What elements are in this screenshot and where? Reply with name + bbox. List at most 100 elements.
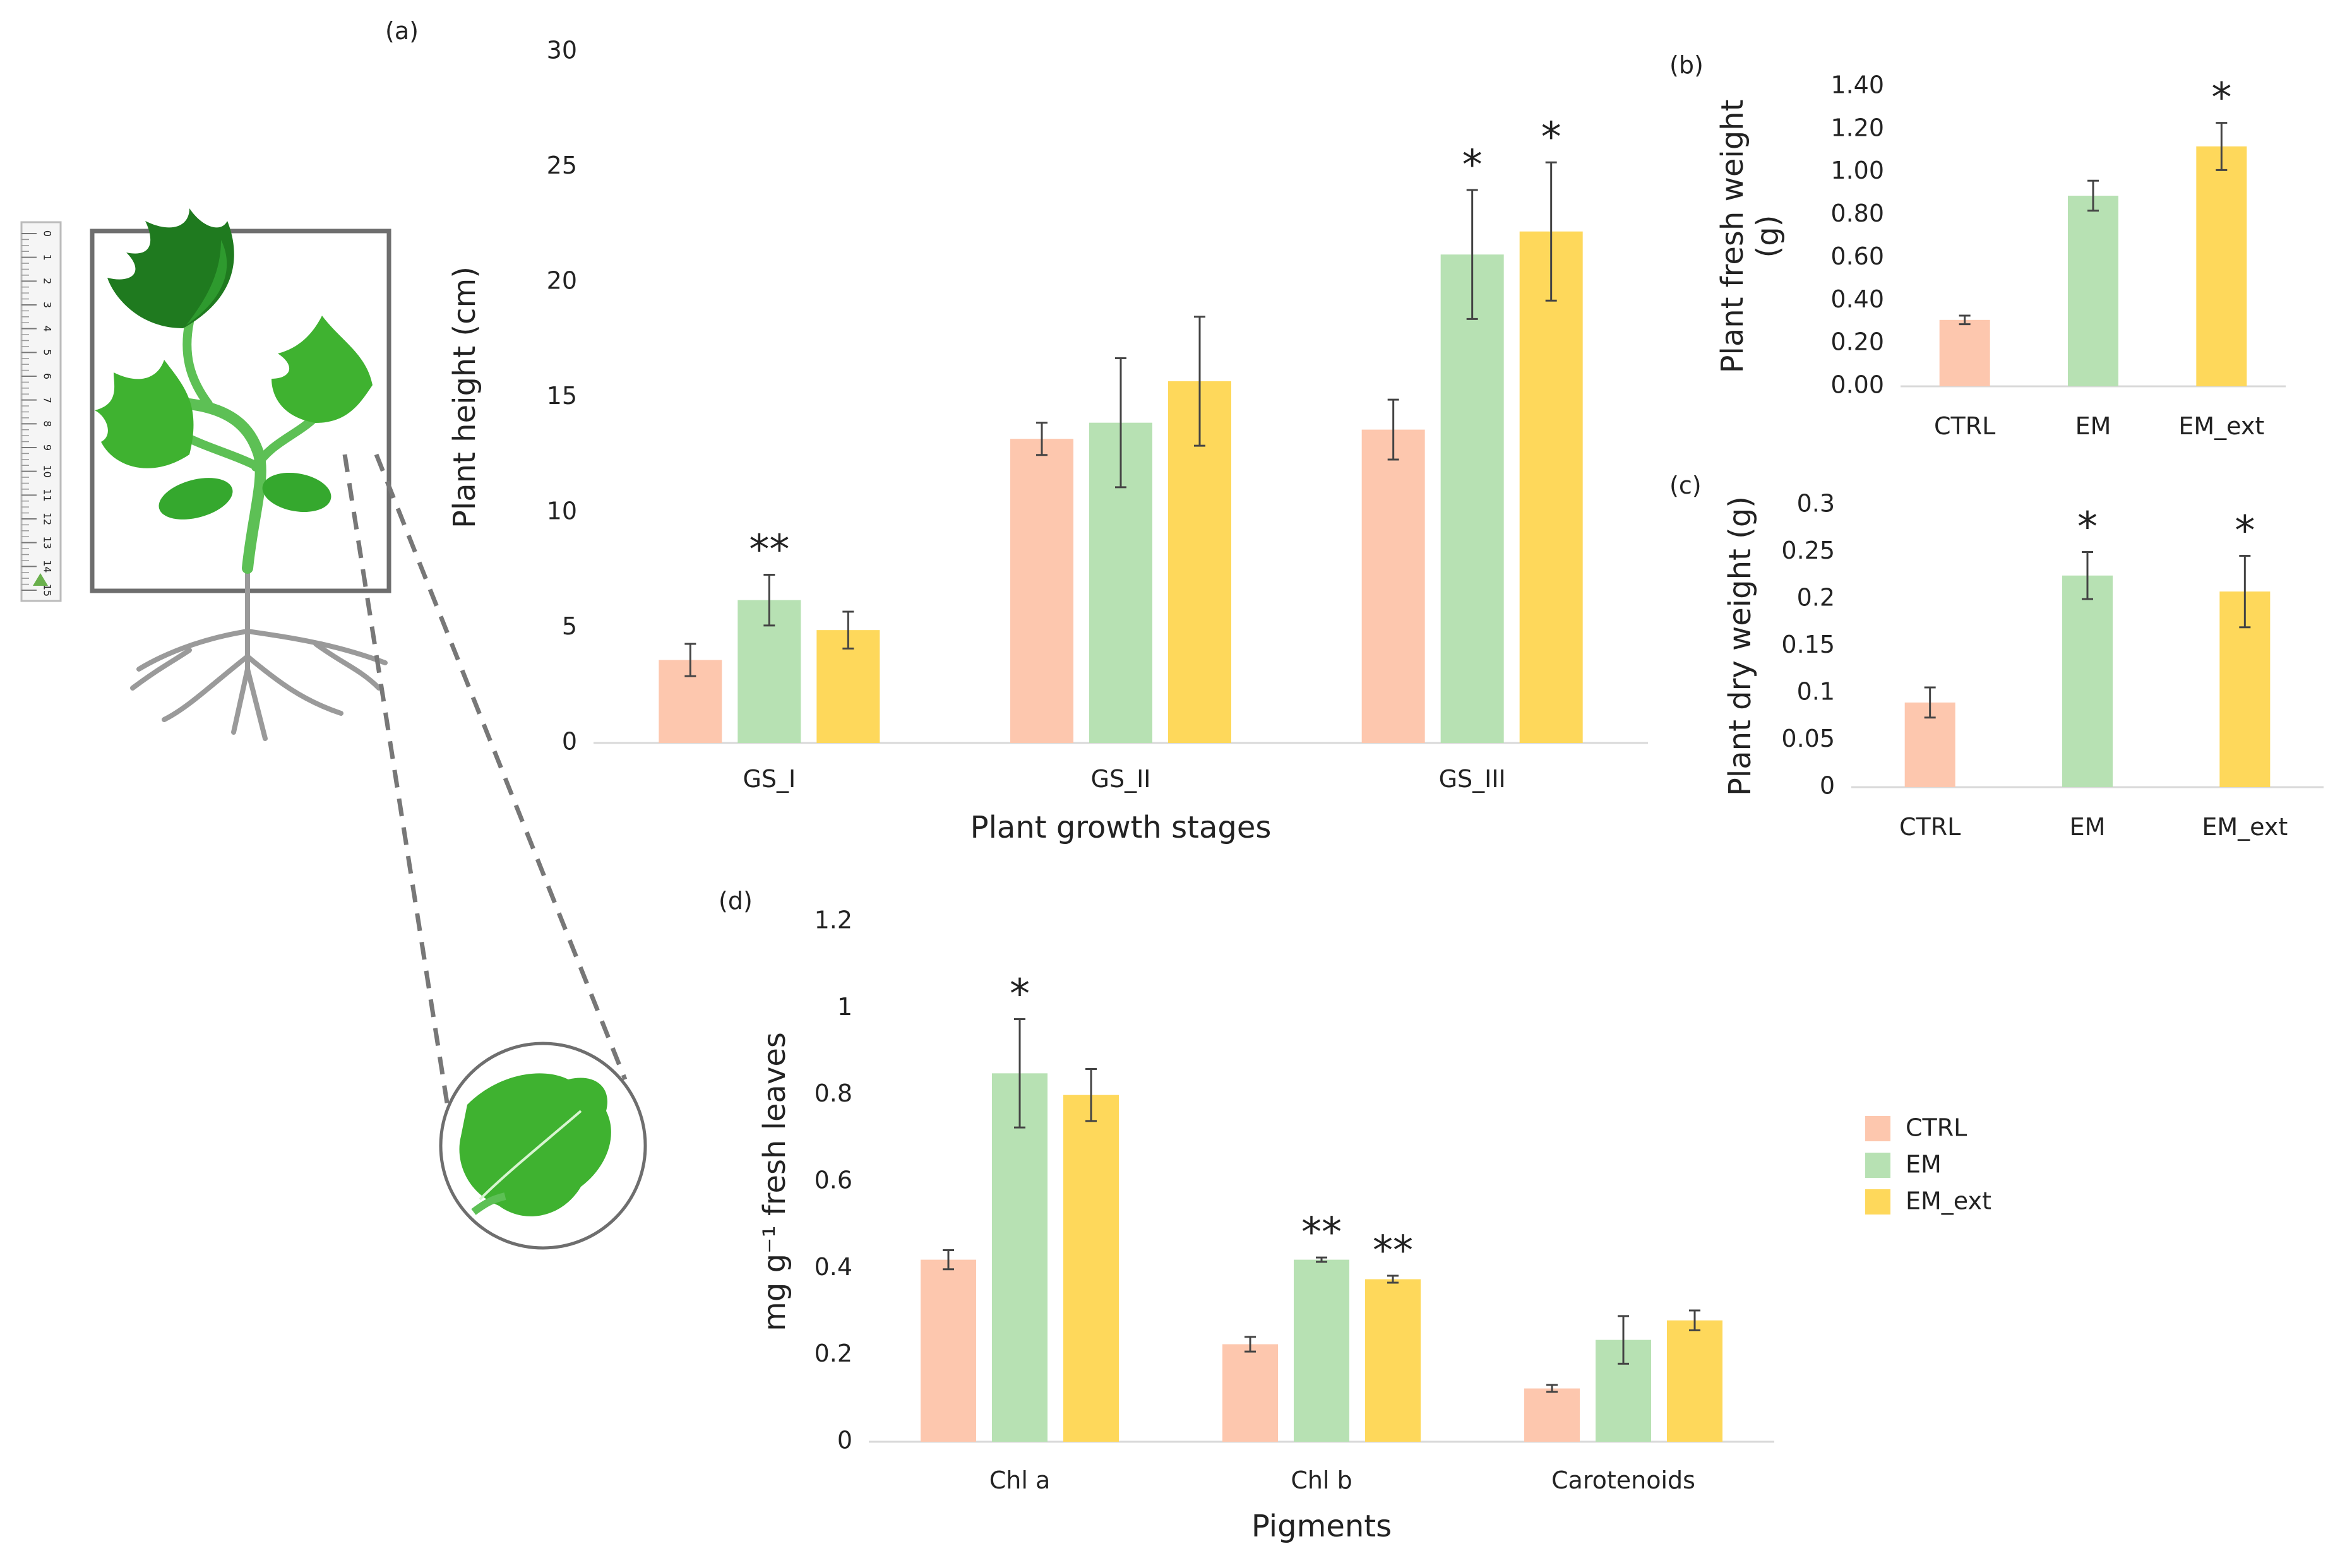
y-tick-label: 0.6: [815, 1167, 852, 1194]
y-tick-label: 1.20: [1830, 114, 1884, 141]
legend-swatch: [1865, 1153, 1890, 1178]
error-bar: [2239, 554, 2251, 629]
error-bar: [842, 610, 854, 650]
ruler-tick-label: 3: [42, 302, 54, 308]
bar: [1365, 1279, 1421, 1442]
ruler-tick-label: 15: [42, 584, 54, 597]
y-tick-label: 15: [547, 382, 577, 410]
y-axis-title: mg g⁻¹ fresh leaves: [757, 1032, 792, 1331]
ruler-tick-label: 0: [42, 230, 54, 237]
y-tick-label: 0.3: [1797, 490, 1835, 518]
y-tick-label: 0.80: [1830, 199, 1884, 227]
error-bar: [1545, 161, 1557, 302]
y-tick-label: 1.2: [815, 906, 852, 934]
bar: [1222, 1344, 1278, 1442]
legend-item: EM_ext: [1865, 1187, 1991, 1215]
bar: [1010, 439, 1073, 743]
error-bar: [2087, 179, 2099, 212]
y-tick-label: 30: [547, 37, 577, 64]
legend-label: EM_ext: [1906, 1187, 1991, 1215]
significance-marker: *: [2077, 504, 2098, 551]
y-tick-label: 10: [547, 497, 577, 525]
y-tick-label: 0.1: [1797, 678, 1835, 706]
error-bar: [763, 574, 775, 627]
y-tick-label: 20: [547, 267, 577, 295]
y-axis-title: Plant dry weight (g): [1722, 496, 1758, 796]
bar: [1361, 429, 1425, 743]
y-tick-label: 0.05: [1781, 725, 1835, 752]
significance-marker: *: [1462, 142, 1483, 189]
bar: [1667, 1320, 1722, 1442]
legend-item: EM: [1865, 1151, 1942, 1179]
y-tick-label: 0.15: [1781, 631, 1835, 658]
panel-label: (b): [1669, 51, 1704, 79]
error-bar: [1115, 357, 1126, 489]
bar: [992, 1073, 1048, 1442]
legend-swatch: [1865, 1116, 1890, 1141]
y-tick-label: 0: [1820, 772, 1835, 800]
error-bar: [943, 1249, 954, 1271]
y-tick-label: 0.4: [815, 1253, 852, 1281]
x-axis-title: Pigments: [1251, 1509, 1392, 1544]
bar: [2068, 196, 2118, 386]
error-bar: [1387, 398, 1399, 461]
error-bar: [1689, 1309, 1700, 1332]
significance-marker: *: [2235, 508, 2255, 554]
error-bar: [1924, 686, 1936, 719]
error-bar: [1546, 1384, 1558, 1393]
y-tick-label: 0.40: [1830, 285, 1884, 313]
y-tick-label: 1.00: [1830, 157, 1884, 184]
error-bar: [1085, 1067, 1097, 1122]
ruler-tick-label: 11: [42, 489, 54, 501]
bar: [921, 1259, 976, 1442]
legend-swatch: [1865, 1189, 1890, 1215]
ruler-tick-label: 8: [42, 420, 54, 427]
bar: [1939, 319, 1990, 386]
y-tick-label: 0: [562, 728, 577, 756]
x-tick-label: Carotenoids: [1551, 1466, 1695, 1494]
x-tick-label: GS_I: [743, 765, 796, 793]
error-bar: [1245, 1336, 1256, 1353]
y-axis-title: Plant fresh weight: [1715, 100, 1750, 374]
ruler-tick-label: 10: [42, 465, 54, 477]
error-bar: [1194, 316, 1205, 447]
y-tick-label: 1: [837, 993, 852, 1021]
error-bar: [2216, 122, 2228, 171]
ruler-tick-label: 7: [42, 397, 54, 403]
ruler-tick-label: 2: [42, 278, 54, 284]
y-tick-label: 0: [837, 1427, 852, 1454]
error-bar: [1014, 1018, 1025, 1129]
panel-d: (d) 0 0.2 0.4 0.6 0.8 1 1.2 Chl a Chl b Carotenoid…: [719, 887, 1774, 1544]
y-tick-label: 0.2: [815, 1339, 852, 1367]
significance-marker: *: [1010, 971, 1030, 1018]
significance-marker: **: [1373, 1228, 1413, 1274]
y-tick-label: 0.8: [815, 1079, 852, 1107]
plant-icon: [95, 208, 388, 741]
significance-marker: *: [2211, 75, 2231, 122]
error-bar: [2082, 551, 2093, 600]
ruler-tick-label: 4: [42, 326, 54, 332]
y-axis-title: (g): [1750, 215, 1786, 258]
error-bar: [1036, 422, 1048, 456]
x-tick-label: EM_ext: [2202, 813, 2288, 841]
significance-marker: **: [749, 527, 789, 574]
y-tick-label: 0.00: [1830, 371, 1884, 399]
bar: [2196, 146, 2247, 386]
bar: [1524, 1388, 1580, 1442]
bar: [1294, 1259, 1349, 1442]
panel-label: (c): [1669, 472, 1702, 499]
x-tick-label: EM_ext: [2178, 412, 2264, 440]
zoom-line-left: [342, 454, 451, 1112]
panel-b: (b) 0.00 0.20 0.40 0.60 0.80 1.00 1.20 1.40 CTRL E…: [1669, 51, 2286, 440]
bar: [1519, 231, 1583, 743]
ruler-tick-label: 6: [42, 373, 54, 379]
plant-frame: [90, 229, 391, 593]
y-tick-label: 0.60: [1830, 242, 1884, 270]
error-bar: [1466, 189, 1478, 320]
y-tick-label: 0.20: [1830, 328, 1884, 356]
bar: [2062, 575, 2113, 787]
